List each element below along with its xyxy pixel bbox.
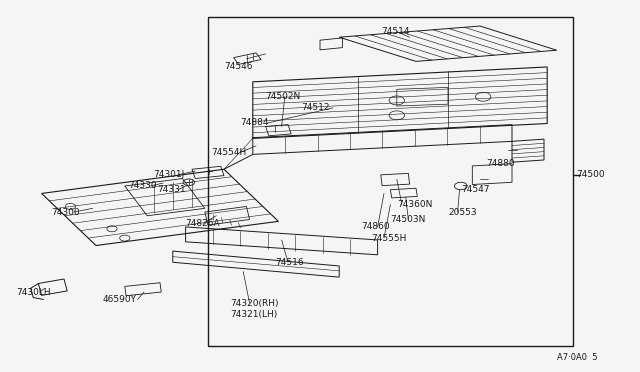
Text: 74300: 74300 <box>51 208 80 217</box>
Text: 74503N: 74503N <box>390 215 426 224</box>
Text: 74516: 74516 <box>275 258 304 267</box>
Text: 74500: 74500 <box>576 170 605 179</box>
Text: 74321(LH): 74321(LH) <box>230 310 278 319</box>
Text: 74502N: 74502N <box>266 92 301 101</box>
Text: 74555H: 74555H <box>371 234 406 243</box>
Text: 74547: 74547 <box>461 185 490 194</box>
Text: 74301J: 74301J <box>154 170 185 179</box>
Text: 74860: 74860 <box>362 222 390 231</box>
Text: 74512: 74512 <box>301 103 330 112</box>
Text: 46590Y: 46590Y <box>102 295 136 304</box>
Text: 74320(RH): 74320(RH) <box>230 299 279 308</box>
Text: 7430LH: 7430LH <box>16 288 51 296</box>
Text: 20553: 20553 <box>448 208 477 217</box>
Text: 74826A: 74826A <box>186 219 220 228</box>
Text: 74884: 74884 <box>240 118 269 127</box>
Text: A7·0A0  5: A7·0A0 5 <box>557 353 597 362</box>
Text: 74331: 74331 <box>157 185 186 194</box>
Bar <box>208 17 573 346</box>
Text: 74360N: 74360N <box>397 200 432 209</box>
Text: 74546: 74546 <box>224 62 253 71</box>
Text: 74880: 74880 <box>486 159 515 168</box>
Text: 74514: 74514 <box>381 27 410 36</box>
Text: 74554H: 74554H <box>211 148 246 157</box>
Text: 74330: 74330 <box>128 182 157 190</box>
